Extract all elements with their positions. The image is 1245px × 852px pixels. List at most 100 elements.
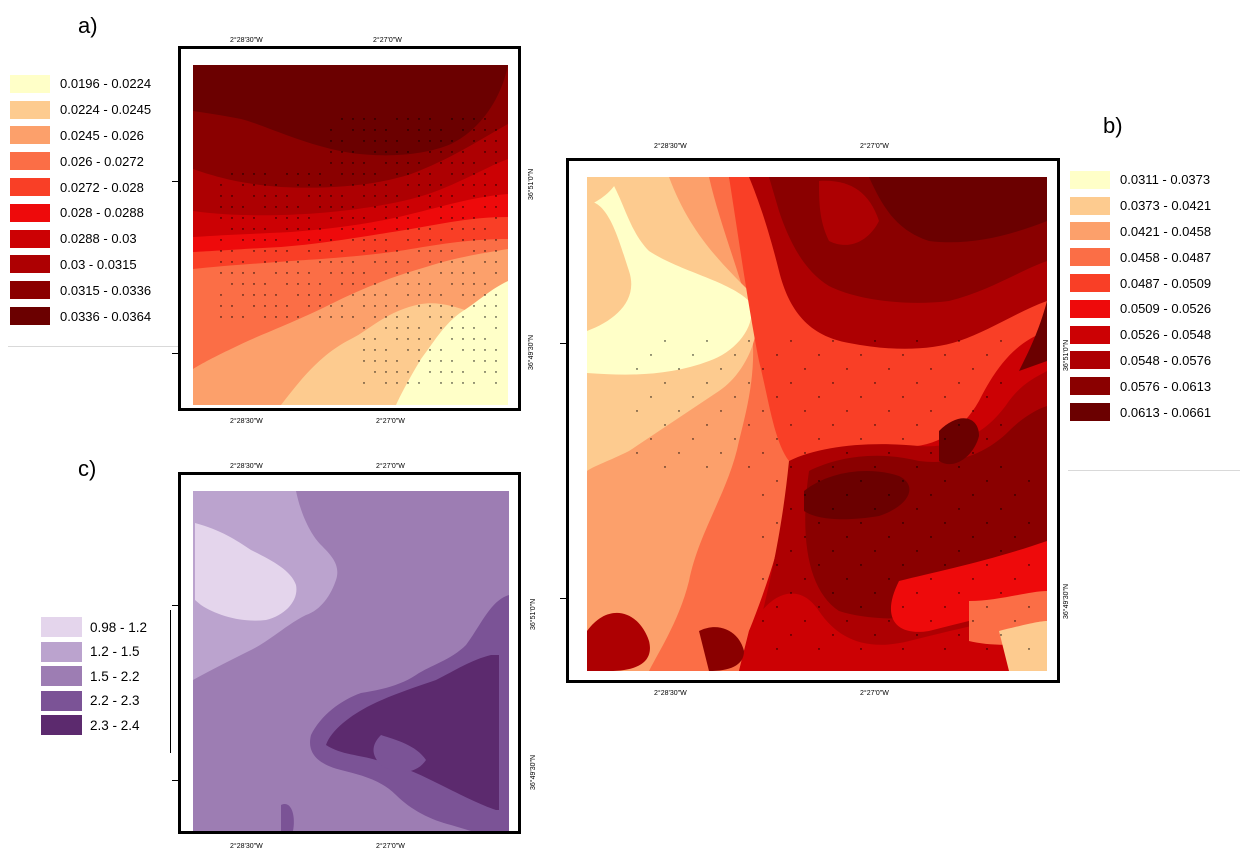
sample-point bbox=[363, 349, 365, 351]
legend-item: 0.0224 - 0.0245 bbox=[10, 97, 151, 123]
sample-point bbox=[916, 592, 918, 594]
sample-point bbox=[804, 452, 806, 454]
sample-point bbox=[341, 305, 343, 307]
sample-point bbox=[429, 118, 431, 120]
legend-swatch bbox=[41, 715, 82, 736]
sample-point bbox=[418, 349, 420, 351]
sample-point bbox=[462, 371, 464, 373]
sample-point bbox=[352, 272, 354, 274]
legend-label: 0.0576 - 0.0613 bbox=[1120, 378, 1212, 394]
sample-point bbox=[902, 354, 904, 356]
sample-point bbox=[1014, 620, 1016, 622]
map-tick bbox=[560, 343, 566, 344]
sample-point bbox=[484, 140, 486, 142]
sample-point bbox=[385, 327, 387, 329]
sample-point bbox=[319, 283, 321, 285]
sample-point bbox=[319, 184, 321, 186]
sample-point bbox=[319, 195, 321, 197]
sample-point bbox=[958, 466, 960, 468]
sample-point bbox=[916, 340, 918, 342]
sample-point bbox=[264, 316, 266, 318]
panel-b-label: b) bbox=[1103, 113, 1123, 138]
sample-point bbox=[776, 480, 778, 482]
legend-label: 0.0311 - 0.0373 bbox=[1120, 172, 1211, 188]
sample-point bbox=[220, 184, 222, 186]
sample-point bbox=[242, 228, 244, 230]
sample-point bbox=[462, 217, 464, 219]
sample-point bbox=[462, 294, 464, 296]
sample-point bbox=[451, 360, 453, 362]
sample-point bbox=[297, 316, 299, 318]
legend-swatch bbox=[10, 126, 50, 145]
sample-point bbox=[972, 536, 974, 538]
coord-label: 36°51'0"N bbox=[528, 168, 535, 200]
legend-swatch bbox=[1070, 222, 1110, 241]
sample-point bbox=[341, 151, 343, 153]
sample-point bbox=[385, 294, 387, 296]
sample-point bbox=[330, 217, 332, 219]
sample-point bbox=[832, 634, 834, 636]
sample-point bbox=[762, 452, 764, 454]
legend-swatch bbox=[10, 229, 50, 248]
sample-point bbox=[385, 129, 387, 131]
sample-point bbox=[888, 494, 890, 496]
sample-point bbox=[308, 283, 310, 285]
sample-point bbox=[495, 206, 497, 208]
legend-label: 0.0196 - 0.0224 bbox=[60, 76, 152, 92]
sample-point bbox=[440, 184, 442, 186]
sample-point bbox=[319, 316, 321, 318]
sample-point bbox=[762, 536, 764, 538]
sample-point bbox=[396, 305, 398, 307]
sample-point bbox=[832, 466, 834, 468]
coord-label: 2°28'30"W bbox=[230, 37, 263, 44]
sample-point bbox=[972, 368, 974, 370]
sample-point bbox=[385, 162, 387, 164]
sample-point bbox=[275, 206, 277, 208]
sample-point bbox=[275, 195, 277, 197]
sample-point bbox=[396, 272, 398, 274]
sample-point bbox=[440, 140, 442, 142]
sample-point bbox=[440, 217, 442, 219]
sample-point bbox=[846, 494, 848, 496]
sample-point bbox=[264, 261, 266, 263]
sample-point bbox=[776, 606, 778, 608]
legend-swatch bbox=[1070, 403, 1110, 422]
sample-point bbox=[363, 338, 365, 340]
sample-point bbox=[440, 206, 442, 208]
sample-point bbox=[804, 578, 806, 580]
sample-point bbox=[374, 261, 376, 263]
sample-point bbox=[352, 283, 354, 285]
legend-item: 0.0458 - 0.0487 bbox=[1070, 244, 1211, 270]
sample-point bbox=[462, 129, 464, 131]
sample-point bbox=[902, 480, 904, 482]
sample-point bbox=[220, 272, 222, 274]
sample-point bbox=[220, 261, 222, 263]
sample-point bbox=[720, 452, 722, 454]
sample-point bbox=[818, 396, 820, 398]
sample-point bbox=[636, 368, 638, 370]
sample-point bbox=[374, 283, 376, 285]
sample-point bbox=[484, 129, 486, 131]
legend-swatch bbox=[1070, 196, 1110, 215]
sample-point bbox=[818, 480, 820, 482]
sample-point bbox=[636, 452, 638, 454]
sample-point bbox=[220, 206, 222, 208]
sample-point bbox=[308, 239, 310, 241]
legend-label: 1.2 - 1.5 bbox=[90, 644, 140, 660]
sample-point bbox=[253, 305, 255, 307]
sample-point bbox=[462, 228, 464, 230]
sample-point bbox=[1028, 522, 1030, 524]
sample-point bbox=[1000, 382, 1002, 384]
sample-point bbox=[484, 294, 486, 296]
sample-point bbox=[451, 195, 453, 197]
sample-point bbox=[242, 261, 244, 263]
sample-point bbox=[352, 129, 354, 131]
sample-point bbox=[462, 173, 464, 175]
sample-point bbox=[242, 316, 244, 318]
sample-point bbox=[762, 410, 764, 412]
sample-point bbox=[330, 239, 332, 241]
sample-point bbox=[451, 250, 453, 252]
sample-point bbox=[429, 129, 431, 131]
sample-point bbox=[832, 592, 834, 594]
sample-point bbox=[860, 396, 862, 398]
